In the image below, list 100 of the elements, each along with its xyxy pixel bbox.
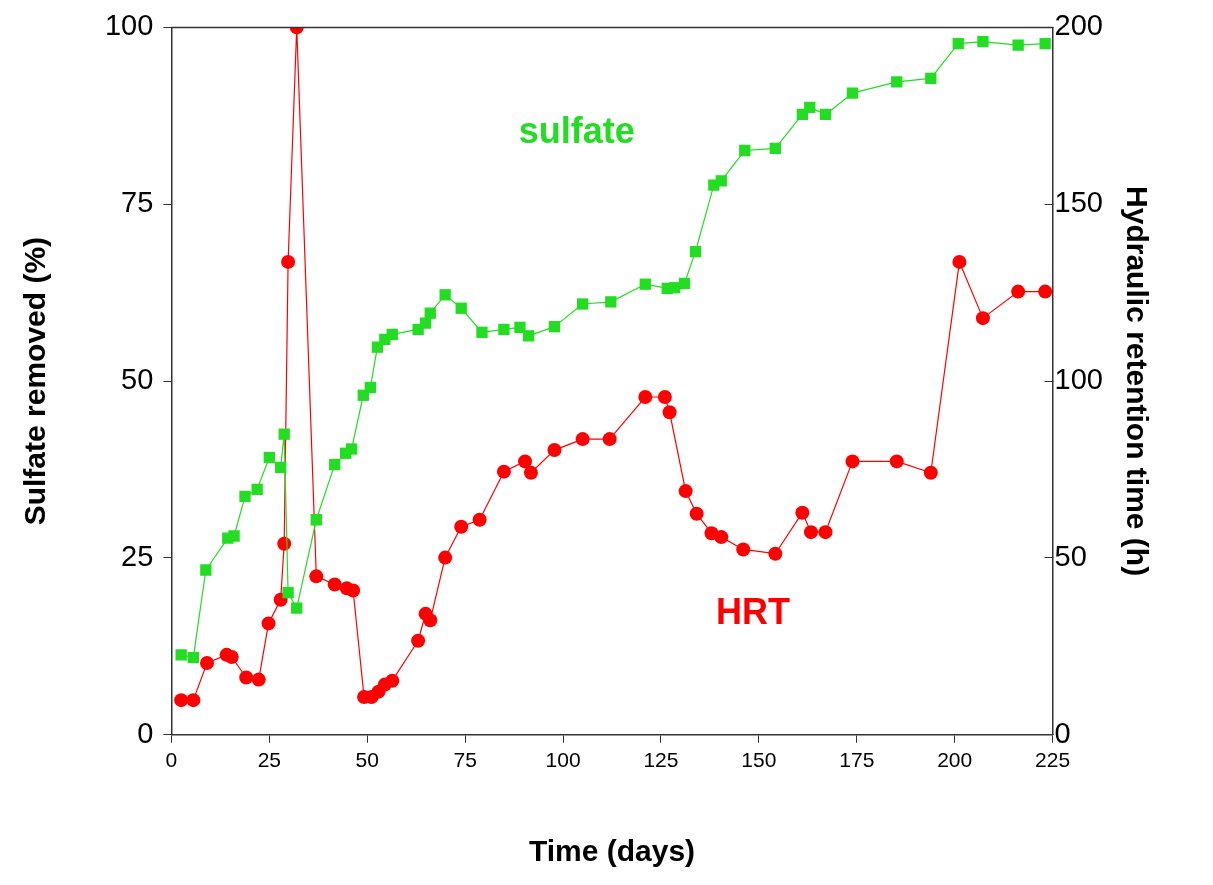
- point: [846, 87, 859, 99]
- point: [952, 254, 967, 269]
- point: [364, 381, 376, 394]
- x-tick-label: 150: [741, 748, 777, 772]
- point: [977, 35, 989, 48]
- point: [496, 464, 511, 479]
- point: [1011, 284, 1026, 299]
- point: [891, 76, 903, 88]
- point: [438, 550, 453, 565]
- point: [522, 330, 535, 342]
- point: [263, 451, 275, 464]
- y2-axis-title: Hydraulic retention time (h): [1120, 186, 1154, 577]
- point: [424, 307, 436, 319]
- point: [845, 454, 860, 469]
- x-tick-label: 200: [937, 748, 973, 772]
- y2-tick-label: 100: [1054, 363, 1104, 396]
- x-tick-label: 50: [355, 748, 379, 772]
- series-label: HRT: [716, 591, 790, 633]
- point: [605, 296, 617, 308]
- point: [423, 613, 438, 628]
- x-axis-title: Time (days): [528, 834, 696, 868]
- point: [346, 583, 361, 598]
- point: [575, 432, 590, 447]
- point: [768, 546, 783, 561]
- point: [278, 428, 290, 440]
- point: [239, 670, 254, 685]
- y-tick-label: 50: [121, 363, 154, 396]
- point: [386, 328, 398, 341]
- point: [175, 649, 187, 661]
- point: [657, 390, 672, 405]
- point: [576, 298, 589, 310]
- point: [803, 525, 818, 540]
- point: [454, 519, 469, 534]
- y-tick-label: 0: [137, 716, 154, 749]
- point: [281, 254, 296, 269]
- x-tick-label: 75: [453, 748, 477, 772]
- point: [224, 649, 239, 664]
- point: [455, 302, 467, 314]
- point: [174, 693, 189, 708]
- point: [200, 564, 212, 576]
- x-tick-label: 175: [839, 748, 875, 772]
- point: [689, 245, 702, 258]
- point: [769, 142, 781, 155]
- point: [251, 672, 266, 687]
- point: [547, 443, 562, 458]
- x-tick-label: 125: [643, 748, 679, 772]
- point: [514, 321, 526, 333]
- point: [975, 311, 990, 326]
- point: [523, 465, 538, 480]
- point: [818, 525, 833, 540]
- point: [251, 483, 263, 495]
- point: [1039, 38, 1051, 50]
- point: [186, 693, 201, 708]
- point: [291, 602, 303, 614]
- x-tick-label: 0: [165, 748, 178, 772]
- point: [411, 633, 426, 648]
- point: [952, 38, 964, 50]
- point: [261, 616, 276, 631]
- y2-tick-label: 0: [1054, 716, 1071, 749]
- point: [715, 175, 727, 187]
- y-tick-label: 75: [121, 186, 154, 219]
- point: [889, 454, 904, 469]
- point: [200, 656, 215, 670]
- point: [714, 530, 729, 545]
- point: [309, 569, 324, 584]
- point: [187, 652, 199, 664]
- point: [639, 278, 651, 290]
- point: [239, 490, 251, 503]
- point: [472, 512, 487, 527]
- point: [282, 586, 294, 599]
- point: [439, 289, 451, 301]
- point: [804, 101, 816, 113]
- point: [819, 108, 832, 121]
- point: [678, 277, 691, 290]
- point: [678, 484, 693, 499]
- point: [638, 390, 653, 405]
- point: [662, 405, 677, 420]
- point: [228, 530, 240, 542]
- x-tick-label: 225: [1035, 748, 1071, 772]
- x-tick-label: 100: [545, 748, 581, 772]
- y-tick-label: 100: [104, 9, 154, 42]
- y-axis-title: Sulfate removed (%): [18, 236, 52, 526]
- x-tick-label: 25: [257, 748, 281, 772]
- point: [602, 432, 617, 447]
- point: [419, 317, 432, 329]
- point: [329, 458, 341, 471]
- y-tick-label: 25: [121, 539, 154, 572]
- y2-tick-label: 50: [1054, 539, 1087, 572]
- point: [310, 514, 322, 526]
- point: [689, 506, 704, 521]
- y2-tick-label: 200: [1054, 9, 1104, 42]
- point: [925, 72, 937, 84]
- point: [385, 673, 400, 688]
- point: [518, 454, 533, 469]
- point: [498, 323, 510, 336]
- point: [736, 542, 751, 557]
- point: [1038, 284, 1053, 299]
- point: [476, 326, 488, 338]
- point: [327, 577, 342, 592]
- point: [923, 465, 938, 480]
